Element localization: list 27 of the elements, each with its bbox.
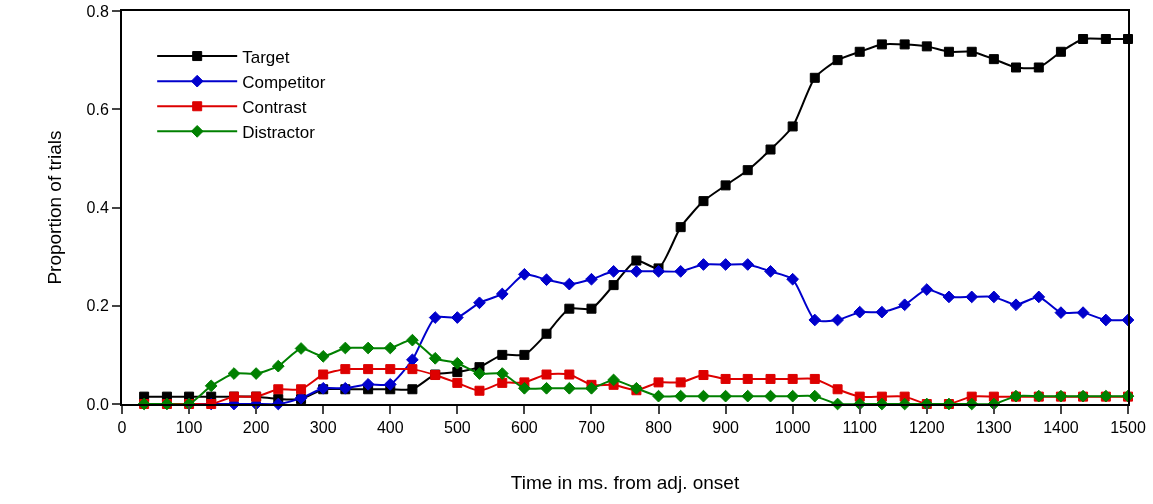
x-tick-label: 300	[309, 419, 337, 437]
x-tick-label: 200	[242, 419, 270, 437]
x-tick-label: 100	[175, 419, 203, 437]
x-tick-label: 1200	[909, 419, 945, 437]
x-tick-label: 400	[376, 419, 404, 437]
x-axis-title: Time in ms. from adj. onset	[510, 471, 740, 493]
x-tick-label: 500	[443, 419, 471, 437]
x-tick-label: 1100	[842, 419, 878, 437]
x-tick-label: 800	[645, 419, 672, 437]
y-axis-title: Proportion of trials	[43, 130, 65, 285]
x-tick-label: 700	[578, 419, 605, 437]
x-tick-label: 0	[117, 419, 127, 437]
legend-label: Contrast	[242, 97, 307, 117]
y-tick-label: 0.4	[86, 199, 109, 217]
y-tick-label: 0.0	[86, 395, 109, 413]
x-tick-label: 900	[712, 419, 740, 437]
y-tick-label: 0.8	[86, 2, 109, 20]
x-tick-label: 600	[511, 419, 538, 437]
y-tick-label: 0.6	[86, 100, 109, 118]
y-tick-label: 0.2	[86, 297, 109, 315]
legend-label: Competitor	[242, 72, 326, 92]
x-tick-label: 1500	[1110, 419, 1146, 437]
x-tick-label: 1300	[976, 419, 1012, 437]
x-tick-label: 1000	[774, 419, 811, 437]
x-tick-label: 1400	[1043, 419, 1079, 437]
legend-label: Target	[242, 47, 290, 67]
legend-label: Distractor	[242, 122, 316, 142]
